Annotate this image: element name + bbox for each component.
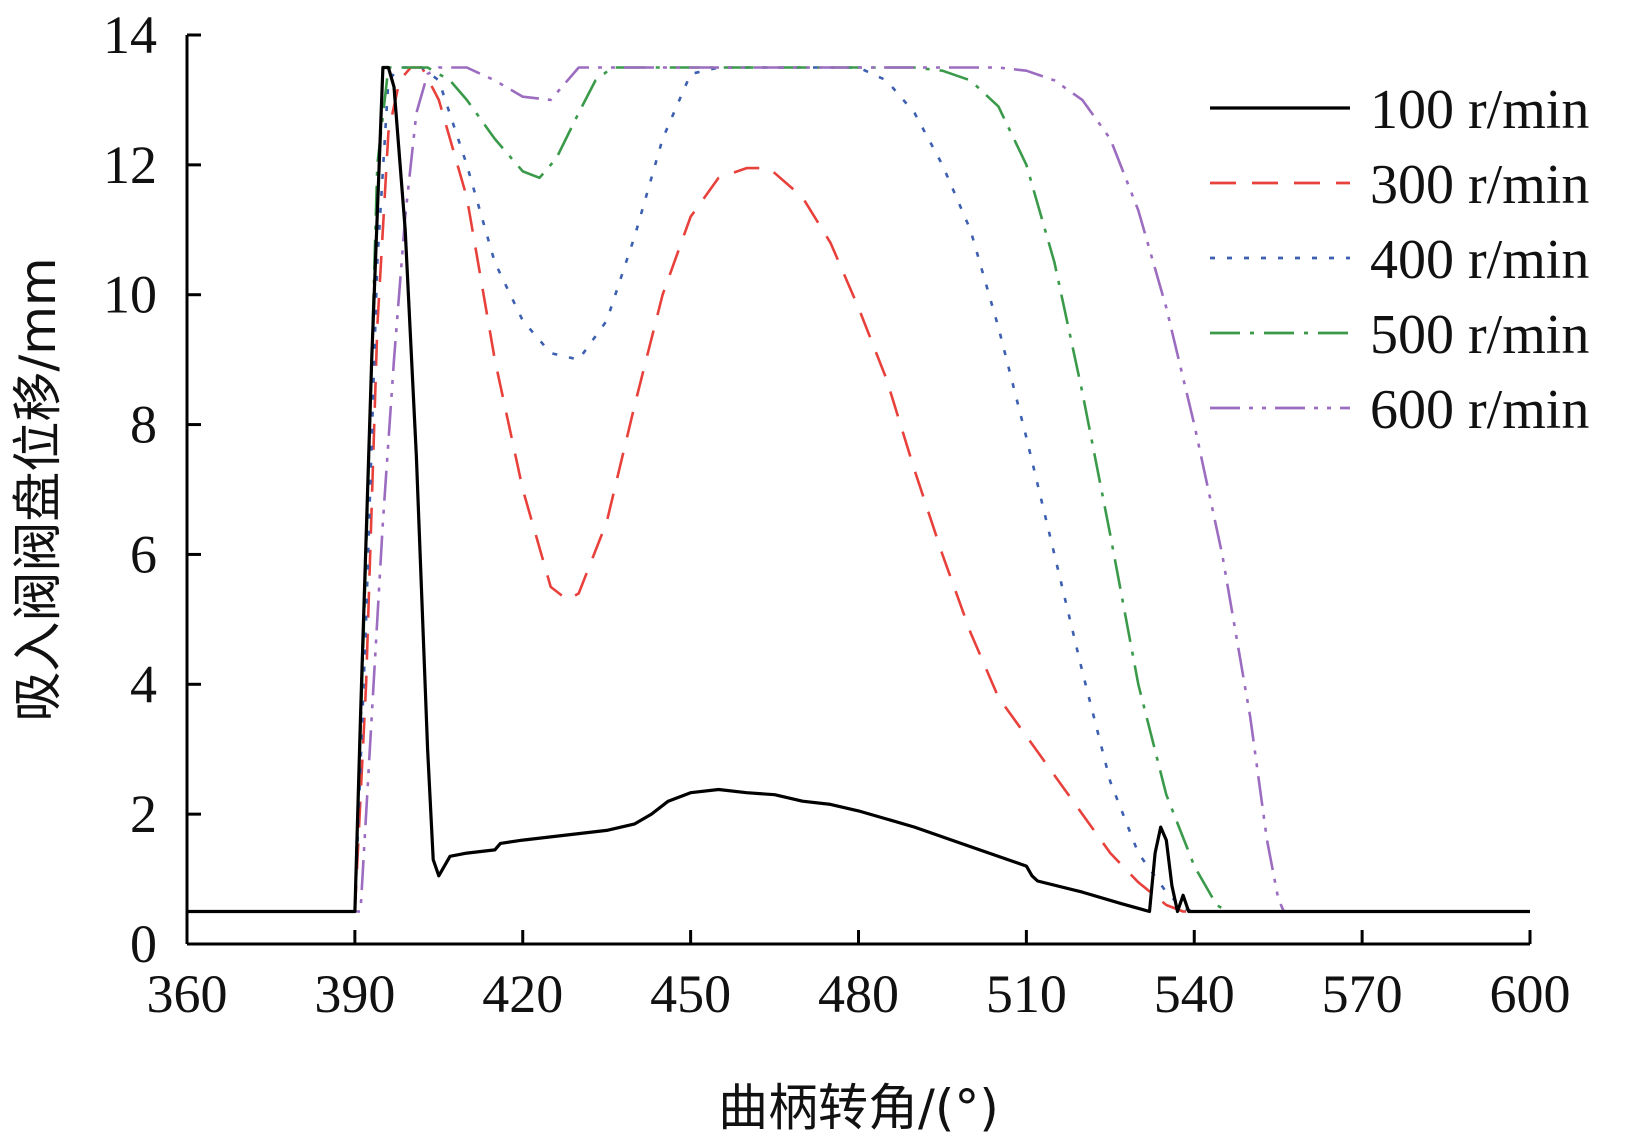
y-tick-label: 4 <box>130 654 157 714</box>
series-line-600 <box>187 66 1530 913</box>
x-tick-label: 510 <box>986 964 1067 1024</box>
y-tick-label: 2 <box>130 784 157 844</box>
x-tick-label: 420 <box>482 964 563 1024</box>
x-ticks: 360 390 420 450 480 510 540 570 600 <box>147 930 1571 1024</box>
y-tick-label: 0 <box>130 914 157 974</box>
x-tick-label: 540 <box>1154 964 1235 1024</box>
series-line-100 <box>187 65 1530 914</box>
series-line-400 <box>187 66 1530 913</box>
legend-label: 600 r/min <box>1370 379 1589 441</box>
y-tick-label: 12 <box>103 135 157 195</box>
y-tick-label: 8 <box>130 395 157 455</box>
y-tick-label: 10 <box>103 265 157 325</box>
y-axis-title: 吸入阀阀盘位移/mm <box>9 257 67 721</box>
y-tick-label: 14 <box>103 5 157 65</box>
y-tick-label: 6 <box>130 524 157 584</box>
x-axis-title: 曲柄转角/(°) <box>718 1079 999 1137</box>
legend-label: 100 r/min <box>1370 79 1589 141</box>
y-ticks: 0 2 4 6 8 10 12 14 <box>103 5 201 974</box>
x-tick-label: 600 <box>1490 964 1571 1024</box>
x-tick-label: 450 <box>650 964 731 1024</box>
series-layer <box>187 65 1530 914</box>
legend-label: 300 r/min <box>1370 154 1589 216</box>
series-line-500 <box>187 66 1530 913</box>
series-line-300 <box>187 66 1530 913</box>
x-tick-label: 390 <box>314 964 395 1024</box>
axes <box>185 35 1530 946</box>
x-tick-label: 360 <box>147 964 228 1024</box>
legend-label: 400 r/min <box>1370 229 1589 291</box>
x-tick-label: 480 <box>818 964 899 1024</box>
legend: 100 r/min 300 r/min 400 r/min 500 r/min 600 … <box>1210 79 1589 441</box>
legend-label: 500 r/min <box>1370 304 1589 366</box>
x-tick-label: 570 <box>1322 964 1403 1024</box>
